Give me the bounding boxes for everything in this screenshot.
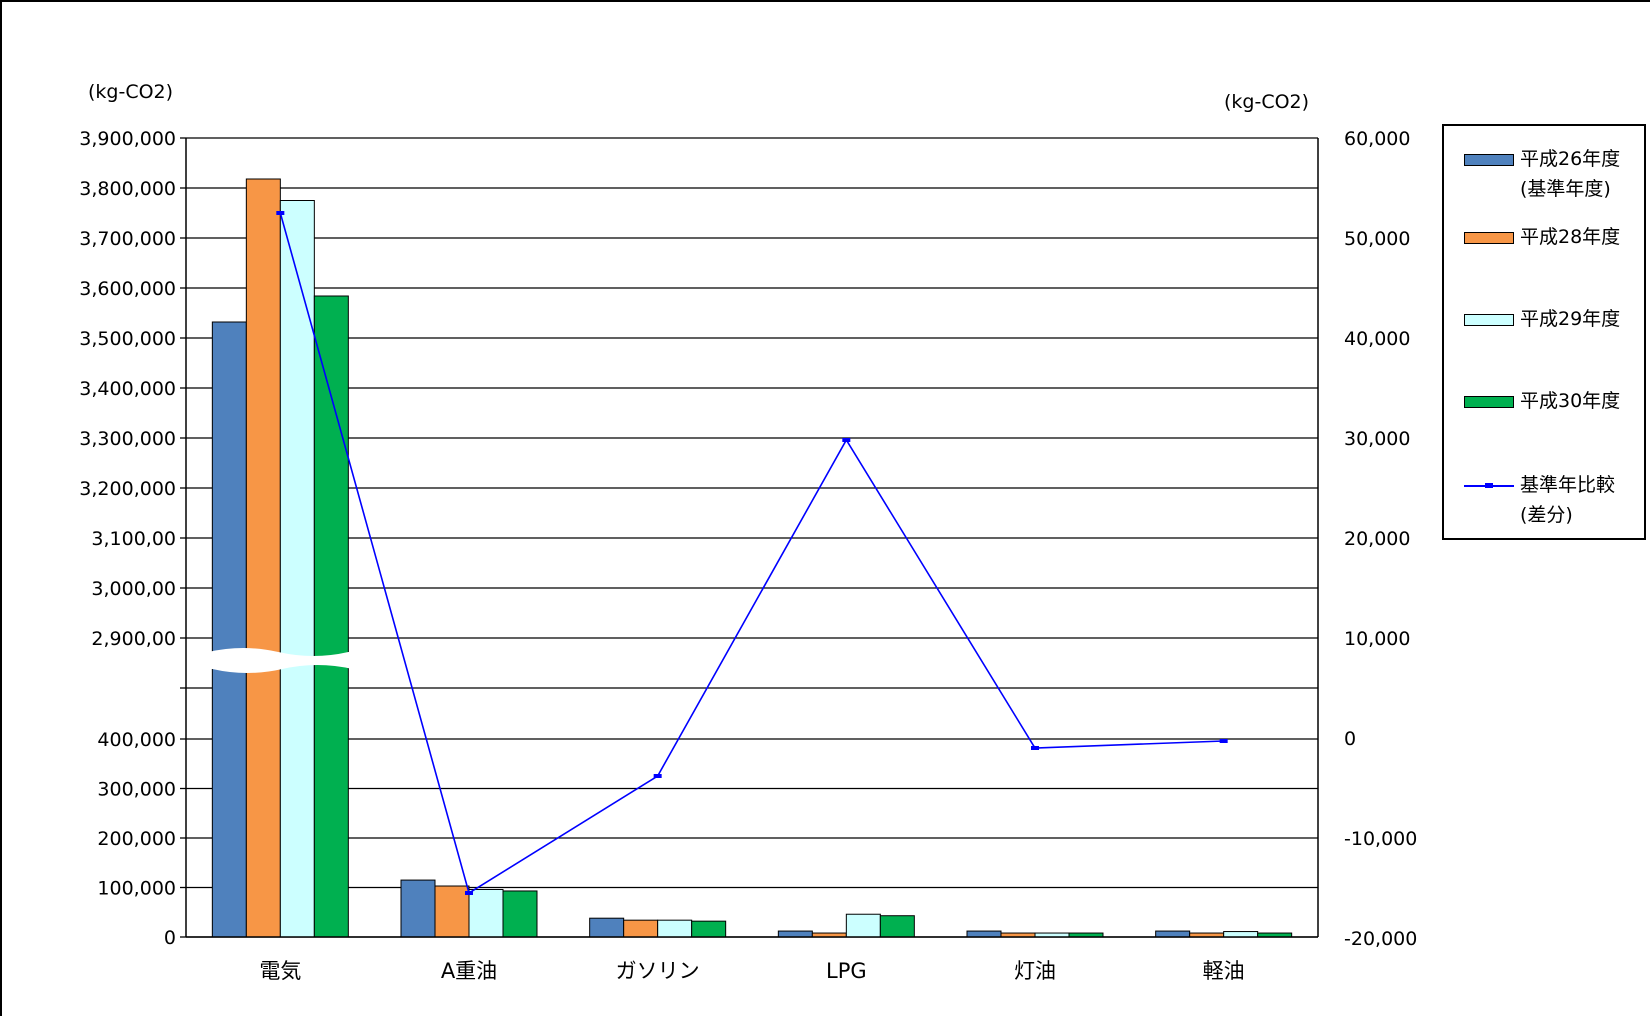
left-tick-label: 2,900,00 <box>91 628 176 650</box>
legend-swatch <box>1464 154 1514 166</box>
difference-marker-0 <box>276 211 285 215</box>
legend: 平成26年度 (基準年度) 平成28年度 平成29年度 平成30年度基準年比較 (差分… <box>1442 124 1646 540</box>
right-tick-label: 20,000 <box>1344 528 1410 550</box>
legend-swatch <box>1464 396 1514 408</box>
category-label-0: 電気 <box>259 959 301 983</box>
right-axis-unit: (kg-CO2) <box>1224 91 1309 113</box>
bars <box>211 178 1293 938</box>
legend-label: 平成29年度 <box>1520 308 1621 330</box>
axis-break <box>208 648 353 673</box>
legend-label: 平成28年度 <box>1520 226 1621 248</box>
labels: 3,900,000 3,800,000 3,700,000 3,600,000 3,50… <box>79 81 1417 983</box>
left-tick-label: 200,000 <box>97 828 176 850</box>
category-label-3: LPG <box>826 959 867 983</box>
right-tick-label: 40,000 <box>1344 328 1410 350</box>
right-tick-label: 60,000 <box>1344 128 1410 150</box>
left-tick-label: 3,300,000 <box>79 428 176 450</box>
bar-s3-c1 <box>502 890 538 938</box>
category-label-2: ガソリン <box>616 959 700 983</box>
bar-s1-c1 <box>434 885 470 938</box>
legend-label: 基準年比較 (差分) <box>1520 474 1616 526</box>
bar-s3-c2 <box>691 920 727 938</box>
right-tick-label: 30,000 <box>1344 428 1410 450</box>
bar-s1-c0 <box>245 178 281 938</box>
bar-s3-c0 <box>313 295 349 938</box>
difference-line <box>276 211 1228 895</box>
bar-s0-c2 <box>589 917 625 938</box>
bar-s0-c5 <box>1155 930 1191 938</box>
bar-s0-c4 <box>966 930 1002 938</box>
difference-marker-1 <box>465 891 473 895</box>
bar-s2-c3 <box>845 913 881 938</box>
bar-s0-c1 <box>400 879 436 938</box>
right-tick-label: 10,000 <box>1344 628 1410 650</box>
bar-s2-c1 <box>468 888 504 938</box>
legend-marker <box>1485 483 1493 488</box>
bar-s2-c0 <box>279 200 315 938</box>
left-tick-label: 400,000 <box>97 729 176 751</box>
axis-break-band <box>208 648 353 673</box>
category-label-1: A重油 <box>441 959 497 983</box>
bar-s0-c3 <box>777 930 813 938</box>
axes <box>180 137 1319 938</box>
category-label-4: 灯油 <box>1014 959 1056 983</box>
left-axis-unit: (kg-CO2) <box>88 81 173 103</box>
left-tick-label: 3,000,00 <box>91 578 176 600</box>
bar-s3-c3 <box>879 915 915 938</box>
category-label-5: 軽油 <box>1203 959 1245 983</box>
left-tick-label: 3,100,00 <box>91 528 176 550</box>
legend-swatch <box>1464 232 1514 244</box>
bar-s2-c5 <box>1223 931 1259 938</box>
right-tick-label: -10,000 <box>1344 828 1417 850</box>
left-tick-label: 3,500,000 <box>79 328 176 350</box>
left-tick-label: 3,800,000 <box>79 178 176 200</box>
right-tick-label: 0 <box>1344 728 1356 750</box>
left-tick-label: 3,200,000 <box>79 478 176 500</box>
left-tick-label: 3,900,000 <box>79 128 176 150</box>
bar-s2-c2 <box>657 919 693 938</box>
difference-marker-5 <box>1219 739 1228 743</box>
left-tick-label: 300,000 <box>97 779 176 801</box>
left-tick-label: 0 <box>164 927 176 949</box>
difference-marker-3 <box>842 438 851 442</box>
legend-label: 平成30年度 <box>1520 390 1621 412</box>
left-tick-label: 3,400,000 <box>79 378 176 400</box>
difference-marker-4 <box>1031 746 1039 750</box>
left-tick-label: 3,700,000 <box>79 228 176 250</box>
legend-swatch <box>1464 314 1514 326</box>
bar-s1-c2 <box>623 919 659 938</box>
bar-s0-c0 <box>211 321 247 938</box>
difference-polyline <box>279 212 1224 895</box>
difference-marker-2 <box>653 774 662 778</box>
left-tick-label: 3,600,000 <box>79 278 176 300</box>
legend-label: 平成26年度 (基準年度) <box>1520 148 1621 200</box>
gridlines <box>186 137 1318 938</box>
right-tick-label: 50,000 <box>1344 228 1410 250</box>
left-tick-label: 100,000 <box>97 878 176 900</box>
right-tick-label: -20,000 <box>1344 928 1417 950</box>
